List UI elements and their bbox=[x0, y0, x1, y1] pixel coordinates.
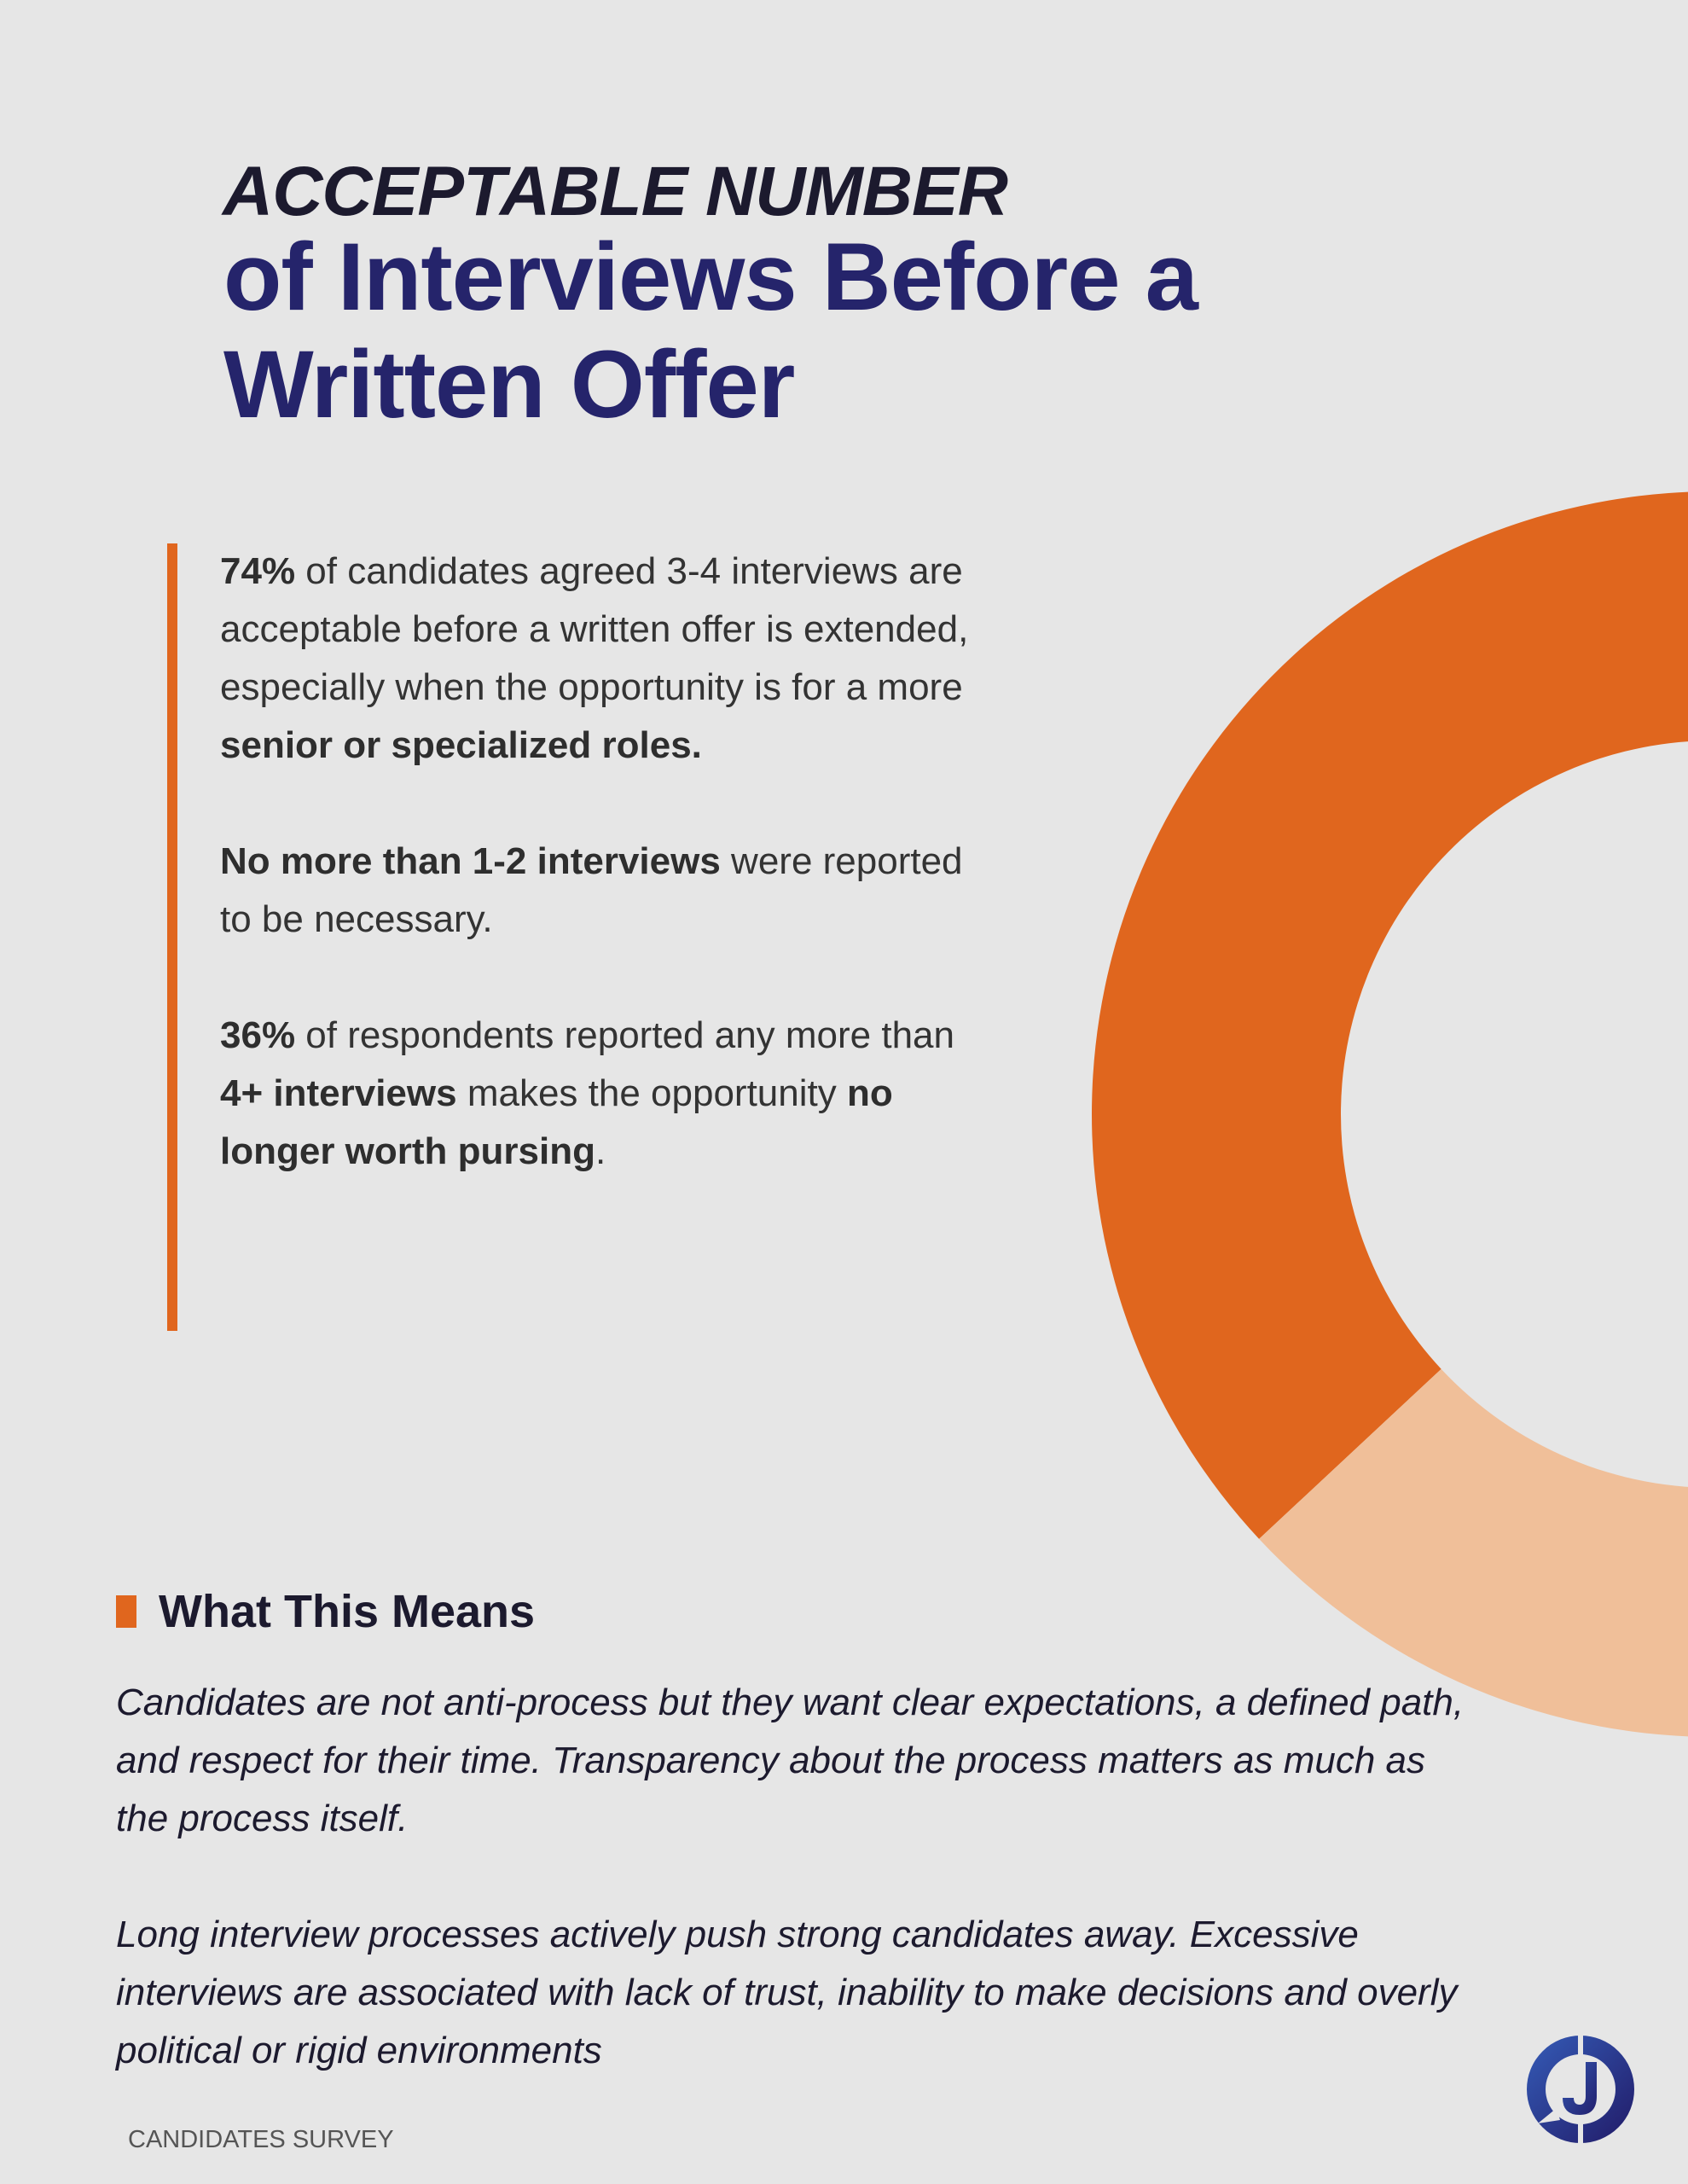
title-line-2: of Interviews Before a Written Offer bbox=[223, 224, 1198, 438]
bold-text: no longer worth pursing bbox=[220, 1072, 893, 1172]
bold-text: No more than 1-2 interviews bbox=[220, 840, 721, 882]
paragraph: Candidates are not anti-process but they… bbox=[116, 1682, 1465, 1839]
accent-bar bbox=[167, 543, 177, 1331]
bold-text: 36% bbox=[220, 1014, 296, 1056]
donut-segment-light bbox=[1259, 1368, 1688, 1737]
paragraph: Long interview processes actively push s… bbox=[116, 1914, 1458, 2071]
logo-icon bbox=[1527, 2035, 1634, 2144]
text: were reported to be necessary. bbox=[220, 840, 963, 940]
title-line-1: ACCEPTABLE NUMBER bbox=[223, 153, 1008, 230]
what-this-means-text: Candidates are not anti-process but they… bbox=[116, 1674, 1481, 2138]
text: makes the opportunity bbox=[456, 1072, 847, 1114]
findings: 74% of candidates agreed 3-4 interviews … bbox=[220, 543, 988, 1239]
donut-segment-dark bbox=[1092, 491, 1688, 1539]
text: . bbox=[595, 1130, 606, 1172]
finding-2: No more than 1-2 interviews were reporte… bbox=[220, 833, 988, 949]
bold-text: 4+ interviews bbox=[220, 1072, 457, 1114]
finding-1: 74% of candidates agreed 3-4 interviews … bbox=[220, 543, 988, 775]
bold-text: 74% bbox=[220, 550, 296, 592]
text: of respondents reported any more than bbox=[295, 1014, 954, 1056]
heading-text: What This Means bbox=[159, 1586, 536, 1637]
finding-3: 36% of respondents reported any more tha… bbox=[220, 1007, 988, 1181]
section-heading: What This Means bbox=[116, 1585, 535, 1638]
footer-label: CANDIDATES SURVEY bbox=[128, 2126, 394, 2153]
bold-text: senior or specialized roles. bbox=[220, 724, 702, 766]
heading-marker bbox=[116, 1595, 136, 1628]
text: of candidates agreed 3-4 interviews are … bbox=[220, 550, 969, 708]
